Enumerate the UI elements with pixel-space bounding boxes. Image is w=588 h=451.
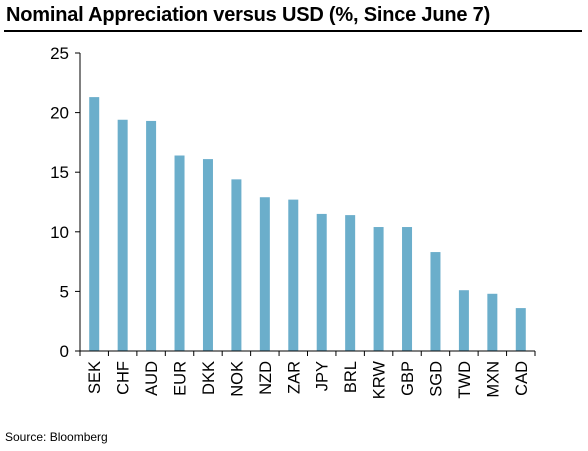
category-label: EUR bbox=[172, 361, 190, 396]
bar-mxn bbox=[487, 293, 498, 351]
bar-krw bbox=[373, 227, 384, 351]
bar-sgd bbox=[430, 252, 441, 351]
x-axis-ticks bbox=[79, 351, 536, 356]
y-tick-label: 5 bbox=[60, 282, 69, 301]
bar-cad bbox=[515, 308, 526, 351]
y-tick-label: 25 bbox=[50, 44, 69, 63]
category-label: CHF bbox=[115, 361, 133, 395]
bars bbox=[89, 97, 526, 351]
chart-title: Nominal Appreciation versus USD (%, Sinc… bbox=[6, 4, 491, 26]
category-label: SEK bbox=[86, 361, 104, 394]
bar-twd bbox=[458, 290, 469, 351]
category-label: KRW bbox=[371, 361, 389, 400]
y-tick-label: 15 bbox=[50, 163, 69, 182]
category-label: TWD bbox=[456, 361, 474, 399]
bar-nzd bbox=[259, 197, 270, 351]
category-label: JPY bbox=[314, 361, 332, 391]
category-label: GBP bbox=[399, 361, 417, 396]
bar-chf bbox=[117, 119, 128, 351]
category-label: BRL bbox=[342, 361, 360, 393]
category-label: NZD bbox=[257, 361, 275, 395]
title-underline bbox=[4, 30, 582, 32]
y-tick-label: 0 bbox=[60, 342, 69, 361]
bar-aud bbox=[146, 120, 157, 351]
category-label: ZAR bbox=[285, 361, 303, 394]
y-axis-ticks: 0 5 10 15 20 25 bbox=[50, 44, 80, 361]
y-tick-label: 10 bbox=[50, 223, 69, 242]
bar-eur bbox=[174, 155, 185, 351]
bar-sek bbox=[89, 97, 100, 351]
category-label: SGD bbox=[427, 361, 445, 397]
source-note: Source: Bloomberg bbox=[5, 430, 108, 444]
bar-jpy bbox=[316, 213, 327, 351]
category-label: AUD bbox=[143, 361, 161, 396]
category-label: MXN bbox=[484, 361, 502, 398]
bar-dkk bbox=[202, 159, 213, 351]
category-labels: SEK CHF AUD EUR DKK NOK NZD ZAR JPY BRL KRW GBP SGD T… bbox=[86, 361, 531, 400]
bar-brl bbox=[345, 215, 356, 351]
bar-nok bbox=[231, 179, 242, 351]
bar-gbp bbox=[402, 227, 413, 351]
category-label: NOK bbox=[228, 361, 246, 397]
bar-zar bbox=[288, 199, 299, 351]
category-label: DKK bbox=[200, 361, 218, 395]
category-label: CAD bbox=[513, 361, 531, 396]
y-tick-label: 20 bbox=[50, 104, 69, 123]
